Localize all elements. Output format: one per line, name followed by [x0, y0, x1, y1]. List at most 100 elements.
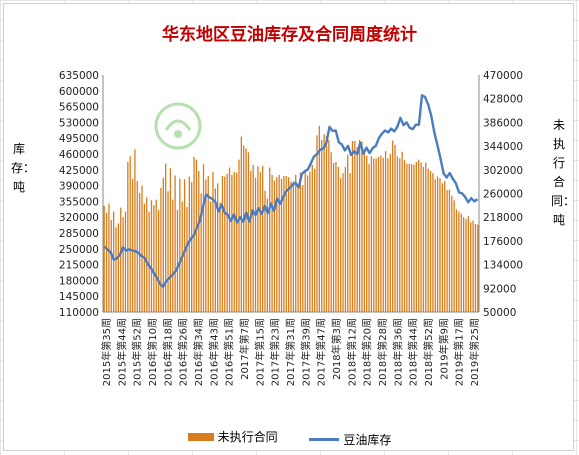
y-right-tick-label: 134000 [483, 260, 523, 272]
x-tick-label: 2019年第25周 [468, 318, 481, 386]
x-tick-label: 2017年第7周 [238, 318, 251, 380]
x-tick-label: 2016年第26周 [177, 318, 190, 386]
bar [432, 173, 434, 312]
y-left-tick-label: 250000 [59, 244, 99, 256]
bar [465, 218, 467, 312]
bar [401, 151, 403, 312]
bar [384, 151, 387, 312]
bar [295, 174, 297, 312]
bar [460, 213, 462, 312]
bar [406, 163, 408, 312]
bar [429, 170, 432, 312]
legend-swatch-bar [187, 432, 214, 441]
bar [351, 141, 354, 312]
bar [231, 174, 233, 312]
bar [134, 149, 136, 312]
bar [202, 164, 205, 312]
y-left-tick-label: 425000 [59, 165, 99, 177]
y-left-tick-label: 180000 [59, 275, 99, 287]
bar [250, 170, 252, 312]
bar [174, 175, 176, 312]
x-tick-label: 2019年第17周 [453, 318, 466, 386]
bar [299, 172, 302, 312]
x-tick-label: 2017年第47周 [315, 318, 328, 386]
bar [247, 152, 250, 312]
bar [377, 156, 380, 312]
bar [292, 181, 295, 312]
bar [205, 179, 207, 312]
legend-label-contracts: 未执行合同 [217, 430, 278, 444]
bar [392, 140, 394, 312]
bar [316, 135, 318, 312]
x-tick-label: 2018年第36周 [391, 318, 404, 386]
bar [474, 223, 477, 312]
x-tick-label: 2016年第43周 [207, 318, 220, 386]
bar [425, 162, 427, 312]
bar [434, 179, 436, 312]
x-tick-label: 2015年第44周 [115, 318, 128, 386]
y-right-tick-label: 344000 [483, 141, 523, 153]
bar [278, 174, 280, 312]
bar [153, 205, 155, 312]
bar [176, 209, 179, 312]
bar [368, 164, 370, 312]
bar [124, 211, 127, 312]
bar [238, 159, 240, 312]
bar [150, 200, 153, 312]
bar [122, 217, 124, 312]
watermark-logo-icon [154, 102, 202, 150]
bar [477, 224, 479, 312]
bar [313, 168, 316, 312]
bar [280, 178, 283, 312]
y-axis-left-label: 库存：吨 [11, 142, 36, 194]
bar [285, 176, 287, 312]
bar [167, 191, 169, 312]
bar [157, 209, 160, 312]
bar [422, 166, 425, 312]
bar [349, 173, 351, 312]
bar [120, 207, 122, 312]
x-tick-label: 2017年第23周 [269, 318, 282, 386]
bar [451, 195, 453, 312]
bar [207, 176, 209, 312]
bar [169, 168, 172, 312]
bar [271, 174, 273, 312]
legend-item-contracts: 未执行合同 [187, 428, 278, 445]
y-left-tick-label: 600000 [59, 86, 99, 98]
bar [191, 182, 193, 312]
y-left-tick-label: 530000 [59, 117, 99, 129]
bar [380, 155, 382, 312]
x-tick-label: 2018年第3周 [330, 318, 343, 380]
bar [420, 162, 422, 312]
bar [427, 168, 429, 312]
bar [261, 165, 264, 312]
bar [269, 167, 271, 312]
x-tick-label: 2017年第31周 [284, 318, 297, 386]
bar [155, 199, 157, 312]
chart-title: 华东地区豆油库存及合同周度统计 [162, 25, 417, 45]
bar [340, 178, 342, 312]
y-left-tick-label: 145000 [59, 291, 99, 303]
y-left-tick-label: 285000 [59, 228, 99, 240]
bar [441, 183, 443, 312]
y-right-tick-label: 92000 [483, 283, 516, 295]
bar [112, 211, 115, 312]
bar [160, 187, 162, 312]
y-left-tick-label: 110000 [59, 307, 99, 319]
bar [318, 125, 321, 313]
y-left-tick-label: 215000 [59, 260, 99, 272]
bar [306, 175, 309, 312]
bar [209, 201, 212, 312]
bar [418, 159, 420, 312]
bar [304, 170, 306, 312]
bar [302, 185, 304, 312]
bar [183, 179, 186, 312]
bar [309, 171, 311, 312]
bar [283, 176, 285, 312]
bar [273, 180, 276, 312]
x-tick-label: 2017年第15周 [253, 318, 266, 386]
bar [325, 135, 328, 312]
bar [373, 158, 375, 312]
bar [363, 150, 365, 312]
y-left-tick-label: 565000 [59, 102, 99, 114]
